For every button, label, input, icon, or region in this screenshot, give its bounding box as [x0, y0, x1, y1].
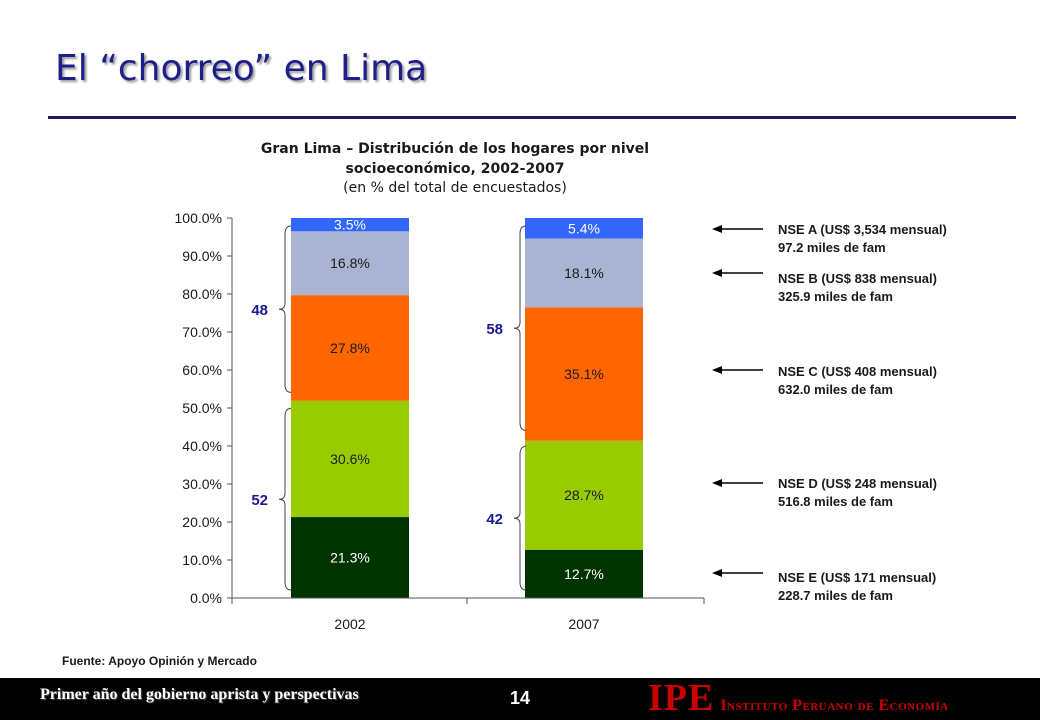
chart-title: Gran Lima – Distribución de los hogares … — [260, 141, 650, 177]
x-tick-label-2002: 2002 — [334, 616, 365, 632]
bar-segment-nse-a-2007 — [525, 218, 643, 239]
y-tick-label: 40.0% — [182, 438, 222, 454]
bar-segment-nse-a-2002 — [291, 218, 409, 232]
legend-nse-d-families: 516.8 miles de fam — [778, 494, 893, 509]
legend-nse-c-income: NSE C (US$ 408 mensual) — [778, 364, 937, 379]
bar-segment-nse-e-2002 — [291, 517, 409, 598]
legend-nse-a: NSE A (US$ 3,534 mensual) 97.2 miles de … — [778, 221, 947, 257]
footer-caption: Primer año del gobierno aprista y perspe… — [40, 686, 359, 703]
bar-segment-nse-b-2002 — [291, 231, 409, 296]
bar-segment-nse-d-2002 — [291, 400, 409, 518]
data-label-nse-a-2002: 3.5% — [334, 217, 366, 233]
source-note: Fuente: Apoyo Opinión y Mercado — [62, 654, 257, 668]
arrow-head-icon — [712, 225, 722, 233]
group-brace — [513, 225, 527, 431]
legend-nse-d-income: NSE D (US$ 248 mensual) — [778, 476, 937, 491]
y-tick-label: 60.0% — [182, 362, 222, 378]
legend-nse-b-income: NSE B (US$ 838 mensual) — [778, 271, 937, 286]
title-divider — [48, 116, 1016, 119]
bar-segment-nse-c-2002 — [291, 295, 409, 401]
legend-nse-c: NSE C (US$ 408 mensual) 632.0 miles de f… — [778, 363, 937, 399]
legend-nse-a-families: 97.2 miles de fam — [778, 240, 886, 255]
group-brace — [513, 445, 527, 591]
data-label-nse-b-2007: 18.1% — [564, 265, 604, 281]
ipe-logo: IPE Instituto Peruano de Economía — [648, 676, 949, 719]
y-tick-label: 100.0% — [175, 210, 222, 226]
logo-name: Instituto Peruano de Economía — [720, 697, 949, 714]
data-label-nse-e-2002: 21.3% — [330, 550, 370, 566]
data-label-nse-d-2002: 30.6% — [330, 451, 370, 467]
group-total-label: 58 — [486, 321, 503, 338]
y-tick-label: 20.0% — [182, 514, 222, 530]
group-brace — [278, 407, 292, 591]
group-total-label: 48 — [251, 302, 268, 319]
bar-segment-nse-e-2007 — [525, 549, 643, 598]
arrow-head-icon — [712, 569, 722, 577]
x-tick-label-2007: 2007 — [568, 616, 599, 632]
page-number: 14 — [509, 688, 531, 708]
y-tick-label: 0.0% — [190, 590, 222, 606]
footer-bar: Primer año del gobierno aprista y perspe… — [0, 676, 1040, 720]
y-tick-label: 30.0% — [182, 476, 222, 492]
y-tick-label: 10.0% — [182, 552, 222, 568]
data-label-nse-e-2007: 12.7% — [564, 566, 604, 582]
y-tick-label: 80.0% — [182, 286, 222, 302]
legend-nse-b-families: 325.9 miles de fam — [778, 289, 893, 304]
data-label-nse-c-2002: 27.8% — [330, 340, 370, 356]
data-label-nse-a-2007: 5.4% — [568, 220, 600, 236]
slide-title: El “chorreo” en Lima — [55, 48, 428, 89]
y-tick-label: 50.0% — [182, 400, 222, 416]
bar-segment-nse-d-2007 — [525, 440, 643, 550]
y-tick-label: 70.0% — [182, 324, 222, 340]
arrow-head-icon — [712, 269, 722, 277]
arrow-head-icon — [712, 366, 722, 374]
y-tick-label: 90.0% — [182, 248, 222, 264]
data-label-nse-b-2002: 16.8% — [330, 255, 370, 271]
legend-nse-e: NSE E (US$ 171 mensual) 228.7 miles de f… — [778, 569, 936, 605]
group-total-label: 52 — [251, 492, 268, 509]
chart-subtitle: (en % del total de encuestados) — [343, 180, 567, 196]
bar-segment-nse-c-2007 — [525, 307, 643, 441]
data-label-nse-c-2007: 35.1% — [564, 366, 604, 382]
legend-nse-b: NSE B (US$ 838 mensual) 325.9 miles de f… — [778, 270, 937, 306]
legend-nse-a-income: NSE A (US$ 3,534 mensual) — [778, 222, 947, 237]
group-total-label: 42 — [486, 511, 503, 528]
legend-nse-e-income: NSE E (US$ 171 mensual) — [778, 570, 937, 585]
arrow-head-icon — [712, 479, 722, 487]
bar-segment-nse-b-2007 — [525, 238, 643, 308]
legend-nse-e-families: 228.7 miles de fam — [778, 588, 893, 603]
group-brace — [278, 225, 292, 393]
data-label-nse-d-2007: 28.7% — [564, 487, 604, 503]
legend-nse-c-families: 632.0 miles de fam — [778, 382, 893, 397]
logo-mark: IPE — [648, 677, 715, 719]
legend-nse-d: NSE D (US$ 248 mensual) 516.8 miles de f… — [778, 475, 937, 511]
